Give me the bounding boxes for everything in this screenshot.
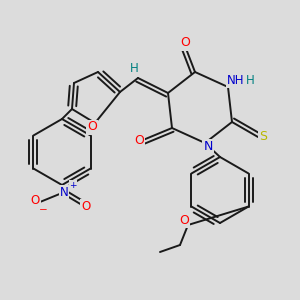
Text: O: O [87, 121, 97, 134]
Text: H: H [130, 61, 138, 74]
Text: N: N [203, 140, 213, 152]
Text: O: O [30, 194, 40, 208]
Text: H: H [246, 74, 254, 88]
Text: +: + [69, 181, 77, 190]
Text: −: − [39, 205, 47, 215]
Text: O: O [179, 214, 189, 226]
Text: NH: NH [227, 74, 245, 88]
Text: N: N [60, 185, 68, 199]
Text: O: O [134, 134, 144, 146]
Text: O: O [81, 200, 91, 212]
Text: S: S [259, 130, 267, 143]
Text: O: O [180, 37, 190, 50]
